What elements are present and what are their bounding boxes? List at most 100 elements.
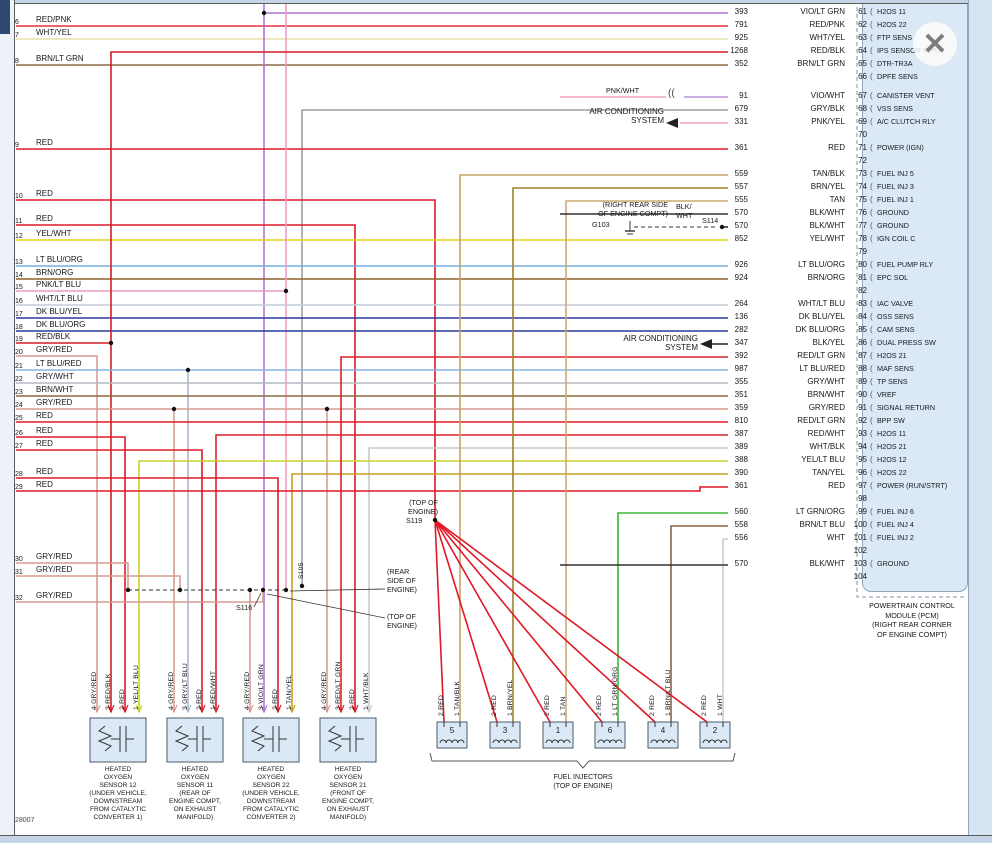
injector-pin-label: 1 WHT <box>717 693 724 716</box>
wire-brn-yel <box>512 187 728 722</box>
pcm-wire-color: RED/LT GRN <box>797 416 845 425</box>
pcm-title-line: (RIGHT REAR CORNER <box>872 620 952 629</box>
left-wire-color: DK BLU/ORG <box>36 320 86 329</box>
pcm-pin-number: 79 <box>858 247 867 256</box>
pcm-pin-bracket: ( <box>870 59 873 68</box>
wire-splice-glyph: (( <box>668 88 675 99</box>
pcm-pin-number: 67 <box>858 91 867 100</box>
pcm-pin-label: BPP SW <box>877 416 905 425</box>
pcm-pin-bracket: ( <box>870 442 873 451</box>
pcm-pin-bracket: ( <box>870 72 873 81</box>
offpage-arrow-icon <box>700 339 712 349</box>
left-wire-color: RED <box>36 189 53 198</box>
sensor-caption-line: FROM CATALYTIC <box>89 806 147 813</box>
sensor-caption-line: (UNDER VEHICLE, <box>89 790 147 797</box>
sensor-caption-line: (UNDER VEHICLE, <box>242 790 300 797</box>
sensor-caption-line: OXYGEN <box>180 774 210 781</box>
left-scrollbar-track[interactable] <box>0 0 15 843</box>
pcm-wire-color: VIO/WHT <box>810 91 845 100</box>
injector-pin-label: 2 RED <box>491 694 498 716</box>
splice-dot <box>171 406 177 412</box>
pcm-wire-color: VIO/LT GRN <box>800 7 845 16</box>
pcm-pin-label: IPS SENSOR INPUT <box>877 46 945 55</box>
pcm-pin-bracket: ( <box>870 234 873 243</box>
sensor-caption-line: DOWNSTREAM <box>93 798 143 805</box>
pcm-wire-number: 264 <box>734 299 748 308</box>
left-pin-number: 23 <box>15 389 23 396</box>
pcm-pin-bracket: ( <box>870 260 873 269</box>
pcm-wire-color: WHT/YEL <box>809 33 845 42</box>
pcm-wire-color: YEL/LT BLU <box>801 455 845 464</box>
wire-wht <box>722 538 728 722</box>
pcm-wire-color: RED/WHT <box>807 429 845 438</box>
pcm-wire-color: DK BLU/ORG <box>795 325 845 334</box>
sensor-caption-line: SENSOR 11 <box>176 782 214 789</box>
left-pin-number: 12 <box>15 233 23 240</box>
pcm-wire-number: 556 <box>734 533 748 542</box>
pcm-pin-bracket: ( <box>870 104 873 113</box>
pcm-pin-number: 96 <box>858 468 867 477</box>
pcm-pin-number: 89 <box>858 377 867 386</box>
pcm-pin-bracket: ( <box>870 33 873 42</box>
sensor-caption-line: HEATED <box>181 766 209 773</box>
wire-arrowhead <box>198 704 206 714</box>
wire-red-blk <box>110 51 728 712</box>
pcm-pin-label: FTP SENS <box>877 33 913 42</box>
wire-red <box>16 199 436 520</box>
left-pin-number: 24 <box>15 402 23 409</box>
wire-red <box>16 224 356 712</box>
pcm-wire-color: YEL/WHT <box>809 234 845 243</box>
sensor-caption-line: (FRONT OF <box>330 790 366 797</box>
sensor-heater-symbol <box>174 725 190 752</box>
pcm-pin-label: FUEL INJ 3 <box>877 182 914 191</box>
top-engine-note: (TOP OF <box>387 612 416 621</box>
sensor-pin-label: 4 GRY/RED <box>91 671 98 710</box>
pcm-pin-label: FUEL PUMP RLY <box>877 260 934 269</box>
left-wire-color: RED/PNK <box>36 15 72 24</box>
wire-red <box>434 519 551 723</box>
wire-arrowhead <box>274 704 282 714</box>
pcm-pin-number: 93 <box>858 429 867 438</box>
top-engine-note: ENGINE) <box>387 621 417 630</box>
splice-dot <box>719 224 725 230</box>
ac-system-callout: SYSTEM <box>665 343 698 352</box>
pcm-wire-number: 392 <box>734 351 748 360</box>
pcm-pin-number: 101 <box>853 533 867 542</box>
pcm-pin-label: FUEL INJ 5 <box>877 169 914 178</box>
right-scrollbar-track[interactable] <box>968 0 992 843</box>
splice-dot <box>177 587 183 593</box>
o2-sensor-box <box>89 717 147 763</box>
left-wire-color: BRN/ORG <box>36 268 74 277</box>
left-wire-color: BRN/LT GRN <box>36 54 84 63</box>
close-icon[interactable]: ✕ <box>913 22 957 66</box>
left-wire-color: GRY/RED <box>36 552 73 561</box>
scrollbar-thumb[interactable] <box>0 0 10 34</box>
ac-system-callout: AIR CONDITIONING <box>623 334 698 343</box>
sensor-pin-label: 1 YEL/LT BLU <box>133 664 140 710</box>
sensor-pin-label: 3 RED/LT GRN <box>335 661 342 710</box>
pcm-connector-block <box>862 0 968 592</box>
pcm-pin-number: 98 <box>858 494 867 503</box>
pcm-pin-label: CANISTER VENT <box>877 91 935 100</box>
pcm-pin-bracket: ( <box>870 481 873 490</box>
injector-coil-symbol <box>597 739 623 744</box>
left-wire-color: RED <box>36 467 53 476</box>
left-pin-number: 21 <box>15 363 23 370</box>
pcm-wire-number: 91 <box>739 91 748 100</box>
injector-group-caption: (TOP OF ENGINE) <box>553 783 613 790</box>
pcm-pin-bracket: ( <box>870 117 873 126</box>
pcm-wire-number: 331 <box>734 117 748 126</box>
injector-number: 5 <box>449 726 455 735</box>
pcm-wire-color: GRY/WHT <box>807 377 845 386</box>
pcm-wire-number: 361 <box>734 143 748 152</box>
left-pin-number: 25 <box>15 415 23 422</box>
injector-coil-symbol <box>492 739 518 744</box>
sensor-pin-label: 4 GRY/RED <box>244 671 251 710</box>
pcm-wire-color: RED/LT GRN <box>797 351 845 360</box>
wire-gry-red <box>16 355 98 712</box>
pcm-wire-color: BLK/WHT <box>809 559 845 568</box>
wire-brn-lt-blu <box>670 525 728 722</box>
sensor-caption-line: HEATED <box>257 766 285 773</box>
